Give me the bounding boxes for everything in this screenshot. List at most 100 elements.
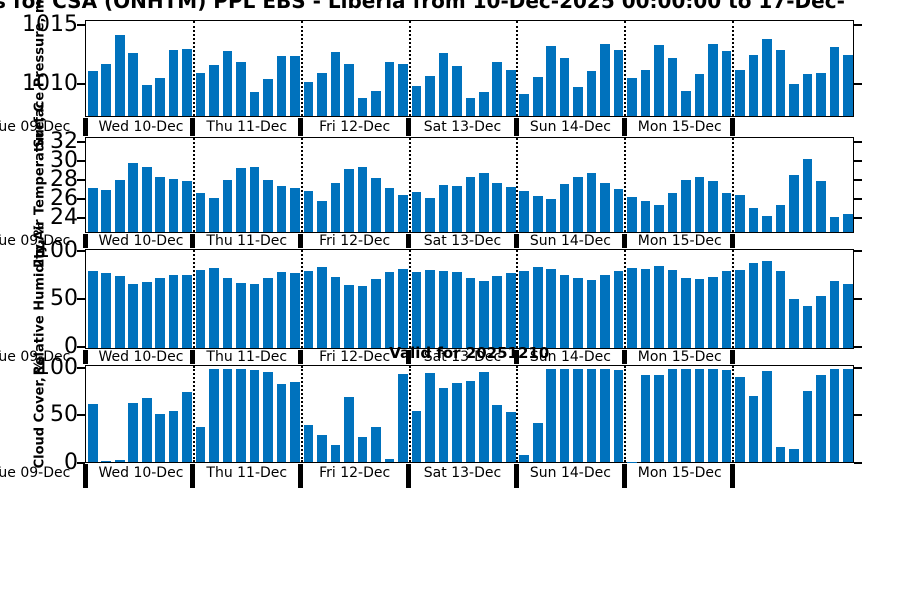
bar	[667, 270, 678, 349]
bar	[236, 368, 246, 463]
bar	[249, 92, 260, 117]
y-tick-mark-right	[853, 140, 862, 143]
bar	[249, 283, 260, 349]
bar	[775, 204, 786, 233]
bar	[128, 283, 139, 349]
bar	[627, 78, 637, 117]
bar	[290, 382, 300, 463]
bar	[478, 92, 489, 117]
bar	[735, 195, 745, 233]
bar	[640, 200, 651, 233]
bar	[425, 197, 435, 233]
bar	[681, 368, 691, 463]
bar	[155, 176, 165, 233]
bar	[276, 384, 287, 463]
day-label-band: Wed 10-Dec Thu 11-Dec Fri 12-Dec Sat 13-Dec…	[0, 117, 900, 137]
y-tick-mark	[77, 216, 85, 219]
day-tick	[82, 350, 88, 364]
y-tick-mark-right	[853, 298, 862, 300]
bar	[735, 270, 745, 349]
y-tick-mark-right	[853, 462, 862, 464]
bar	[492, 61, 503, 117]
y-tick-label: 0	[64, 334, 78, 360]
bar	[411, 272, 422, 349]
bar	[155, 78, 165, 117]
bar	[330, 52, 341, 117]
bar	[829, 280, 840, 349]
day-boundary-gridline	[192, 138, 195, 232]
day-tick	[621, 350, 627, 364]
bar	[357, 166, 368, 233]
y-tick-mark-right	[853, 178, 862, 181]
day-boundary-gridline	[300, 250, 303, 348]
bar	[843, 214, 853, 233]
bar	[762, 215, 772, 233]
day-label-band: Wed 10-Dec Thu 11-Dec Fri 12-Dec Sat 13-Dec…	[0, 233, 900, 249]
day-tick	[513, 464, 519, 488]
bar	[775, 271, 786, 349]
bar	[425, 372, 435, 463]
bar	[613, 189, 624, 233]
day-boundary-gridline	[300, 138, 303, 232]
left-date-label: Tue 09-Dec	[0, 233, 71, 249]
bar	[222, 50, 233, 117]
day-label: Fri 12-Dec	[319, 119, 391, 135]
subplot-3-axes	[85, 249, 854, 349]
bar	[721, 193, 732, 233]
bar	[519, 271, 530, 349]
bar	[168, 410, 179, 463]
bar	[88, 70, 98, 117]
y-tick-mark-right	[853, 216, 862, 219]
bar	[263, 371, 273, 463]
y-tick-mark	[77, 346, 85, 349]
bar	[411, 192, 422, 233]
bar	[546, 46, 556, 117]
bar	[519, 191, 530, 233]
chart-title: s for CSA (ONHTM) PPL EBS - Liberia from…	[0, 0, 845, 13]
left-date-label: Tue 09-Dec	[0, 119, 71, 135]
day-tick	[729, 118, 735, 136]
day-label: Sat 13-Dec	[423, 233, 502, 249]
day-boundary-gridline	[732, 21, 735, 116]
bar	[627, 196, 637, 233]
bar	[492, 182, 503, 233]
day-label: Mon 15-Dec	[637, 233, 722, 249]
bar	[721, 369, 732, 463]
bar	[816, 180, 826, 233]
day-label: Thu 11-Dec	[206, 465, 288, 481]
bar	[182, 180, 192, 233]
bar	[425, 270, 435, 349]
bar	[209, 65, 219, 117]
bar	[532, 267, 543, 349]
day-label-band: Wed 10-Dec Thu 11-Dec Fri 12-Dec Sat 13-Dec…	[0, 463, 900, 488]
bar	[505, 69, 516, 117]
bar	[694, 278, 705, 349]
bar	[438, 53, 449, 117]
bar	[775, 49, 786, 117]
y-tick-mark	[77, 178, 85, 181]
bar	[249, 167, 260, 233]
bar	[452, 272, 462, 349]
day-boundary-gridline	[624, 366, 627, 462]
day-tick	[82, 234, 88, 248]
bar	[762, 39, 772, 117]
bar	[330, 182, 341, 233]
day-boundary-gridline	[516, 250, 519, 348]
day-tick	[729, 234, 735, 248]
day-tick	[190, 118, 196, 136]
bar	[114, 460, 125, 463]
bar	[573, 368, 583, 463]
bar	[667, 368, 678, 463]
bar	[654, 266, 664, 349]
y-tick-mark-right	[853, 346, 862, 349]
bar	[209, 268, 219, 349]
bar	[694, 176, 705, 233]
bar	[843, 368, 853, 463]
y-tick-mark-right	[853, 197, 862, 200]
bar	[398, 269, 408, 349]
bar	[222, 277, 233, 349]
day-label: Wed 10-Dec	[98, 349, 184, 365]
subplot-2-axes	[85, 137, 854, 233]
bar	[505, 187, 516, 233]
day-label: Thu 11-Dec	[206, 233, 288, 249]
